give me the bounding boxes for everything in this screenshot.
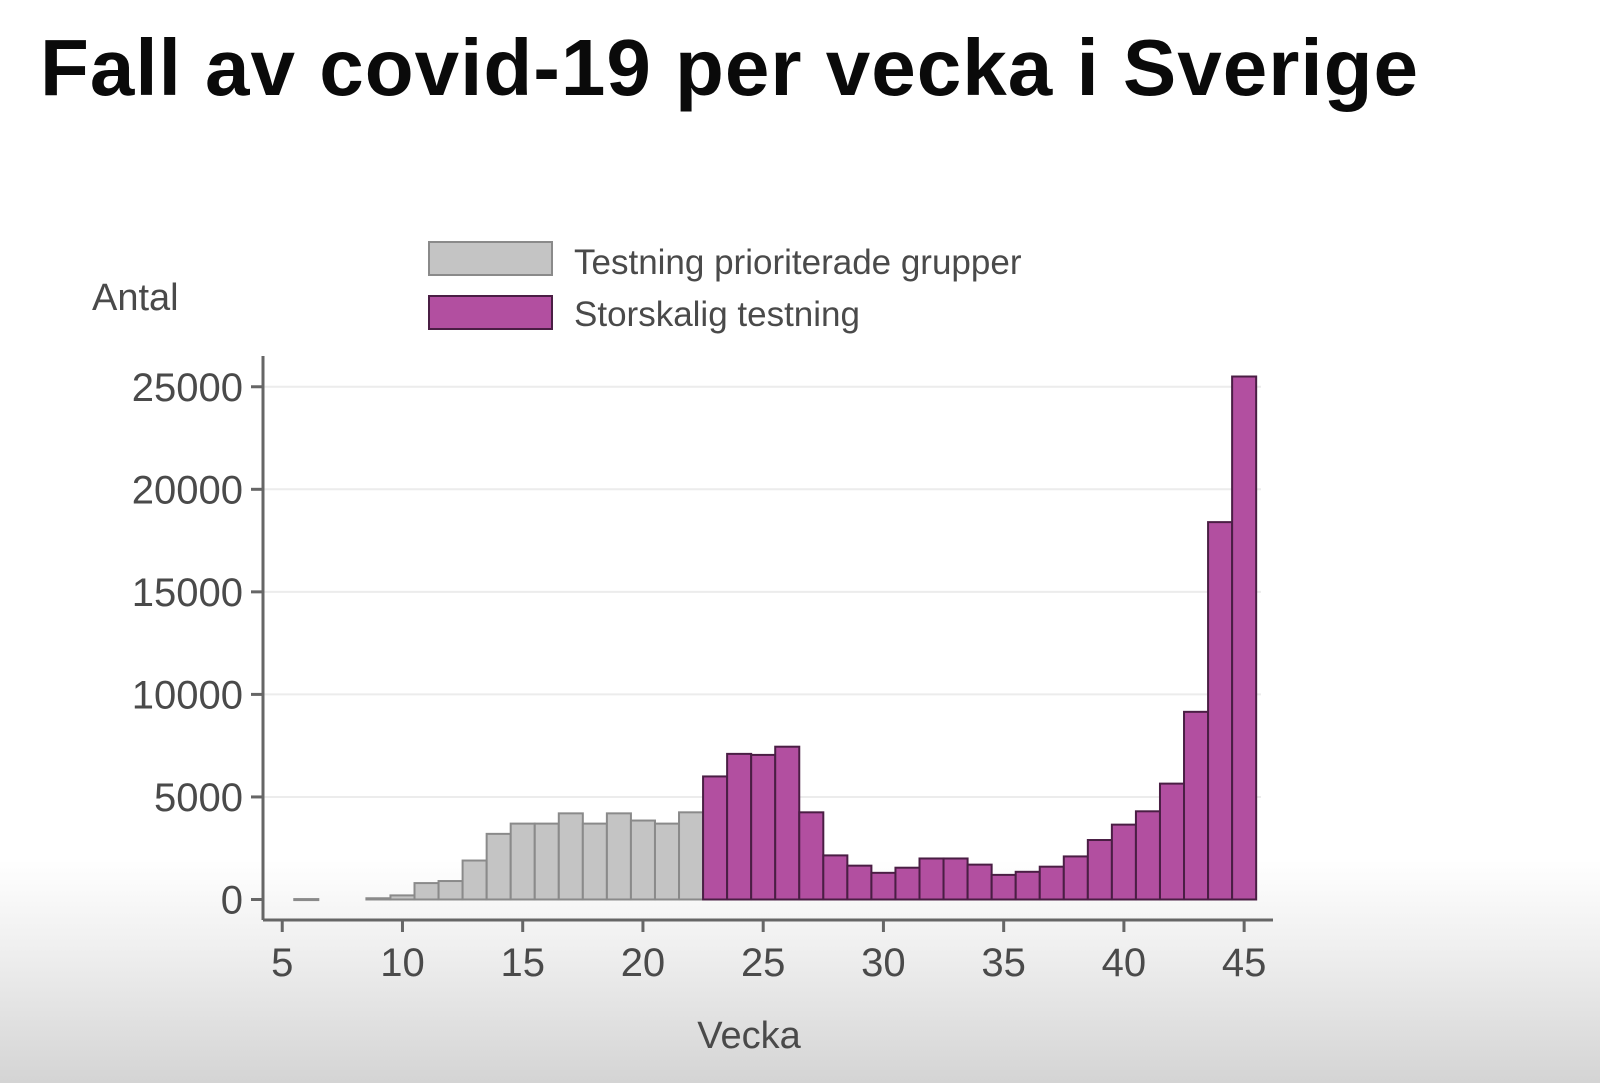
legend-label-storskalig: Storskalig testning — [574, 295, 860, 334]
x-tick-label: 10 — [380, 941, 425, 985]
bar-prioriterade — [629, 819, 656, 901]
bar-storskalig — [1014, 870, 1041, 901]
bar-storskalig — [894, 866, 921, 901]
bar-prioriterade — [605, 812, 632, 901]
bar-storskalig — [1207, 521, 1234, 901]
bar-storskalig — [1062, 855, 1089, 901]
bar-prioriterade — [581, 822, 608, 901]
slide-title: Fall av covid-19 per vecka i Sverige — [40, 23, 1419, 112]
bar-prioriterade — [533, 822, 560, 901]
legend: Testning prioriterade grupper Storskalig… — [428, 241, 1022, 334]
y-tick-label: 20000 — [132, 468, 243, 512]
y-tick-label: 25000 — [132, 366, 243, 410]
bar-storskalig — [1231, 375, 1258, 901]
bar-storskalig — [918, 857, 945, 901]
bar-prioriterade — [365, 897, 392, 901]
bar-storskalig — [726, 752, 753, 901]
legend-label-prioriterade: Testning prioriterade grupper — [574, 243, 1022, 282]
y-tick-label: 0 — [221, 878, 243, 922]
bar-storskalig — [942, 857, 969, 901]
bar-prioriterade — [461, 859, 488, 901]
bar-prioriterade — [437, 880, 464, 901]
bar-storskalig — [1110, 823, 1137, 901]
bar-storskalig — [774, 745, 801, 901]
bar-prioriterade — [389, 894, 416, 901]
x-axis-ticks: 5 10 15 20 25 30 35 40 45 — [271, 920, 1266, 985]
x-axis-title: Vecka — [697, 1015, 801, 1057]
x-tick-label: 45 — [1222, 941, 1267, 985]
bar-storskalig — [1134, 810, 1161, 901]
y-tick-label: 15000 — [132, 571, 243, 615]
bars — [293, 375, 1258, 902]
y-axis-ticks: 0 5000 10000 15000 20000 25000 — [132, 366, 263, 922]
bar-prioriterade — [557, 812, 584, 901]
bar-prioriterade — [678, 811, 705, 901]
bar-prioriterade — [293, 898, 320, 902]
bar-storskalig — [822, 854, 849, 901]
bar-storskalig — [846, 864, 873, 901]
bar-storskalig — [750, 753, 777, 901]
bar-storskalig — [990, 873, 1017, 901]
bar-prioriterade — [509, 822, 536, 901]
bar-storskalig — [1086, 839, 1113, 901]
bar-prioriterade — [653, 822, 681, 901]
bar-prioriterade — [413, 882, 440, 901]
x-tick-label: 5 — [271, 941, 293, 985]
x-tick-label: 20 — [621, 941, 666, 985]
axes — [261, 356, 1273, 922]
x-tick-label: 40 — [1102, 941, 1147, 985]
bar-prioriterade — [485, 832, 512, 901]
bar-storskalig — [1038, 865, 1065, 901]
gridlines — [263, 385, 1261, 798]
x-tick-label: 15 — [500, 941, 545, 985]
y-tick-label: 10000 — [132, 673, 243, 717]
x-tick-label: 25 — [741, 941, 786, 985]
legend-swatch-prioriterade — [428, 241, 553, 276]
bar-storskalig — [798, 811, 825, 901]
bar-storskalig — [1183, 710, 1210, 901]
x-tick-label: 30 — [861, 941, 906, 985]
bar-storskalig — [966, 863, 993, 901]
x-tick-label: 35 — [981, 941, 1026, 985]
y-tick-label: 5000 — [154, 776, 243, 820]
bar-storskalig — [702, 775, 729, 901]
bar-storskalig — [1158, 782, 1186, 901]
legend-swatch-storskalig — [428, 295, 553, 330]
y-axis-title: Antal — [92, 277, 179, 319]
bar-storskalig — [870, 871, 897, 901]
